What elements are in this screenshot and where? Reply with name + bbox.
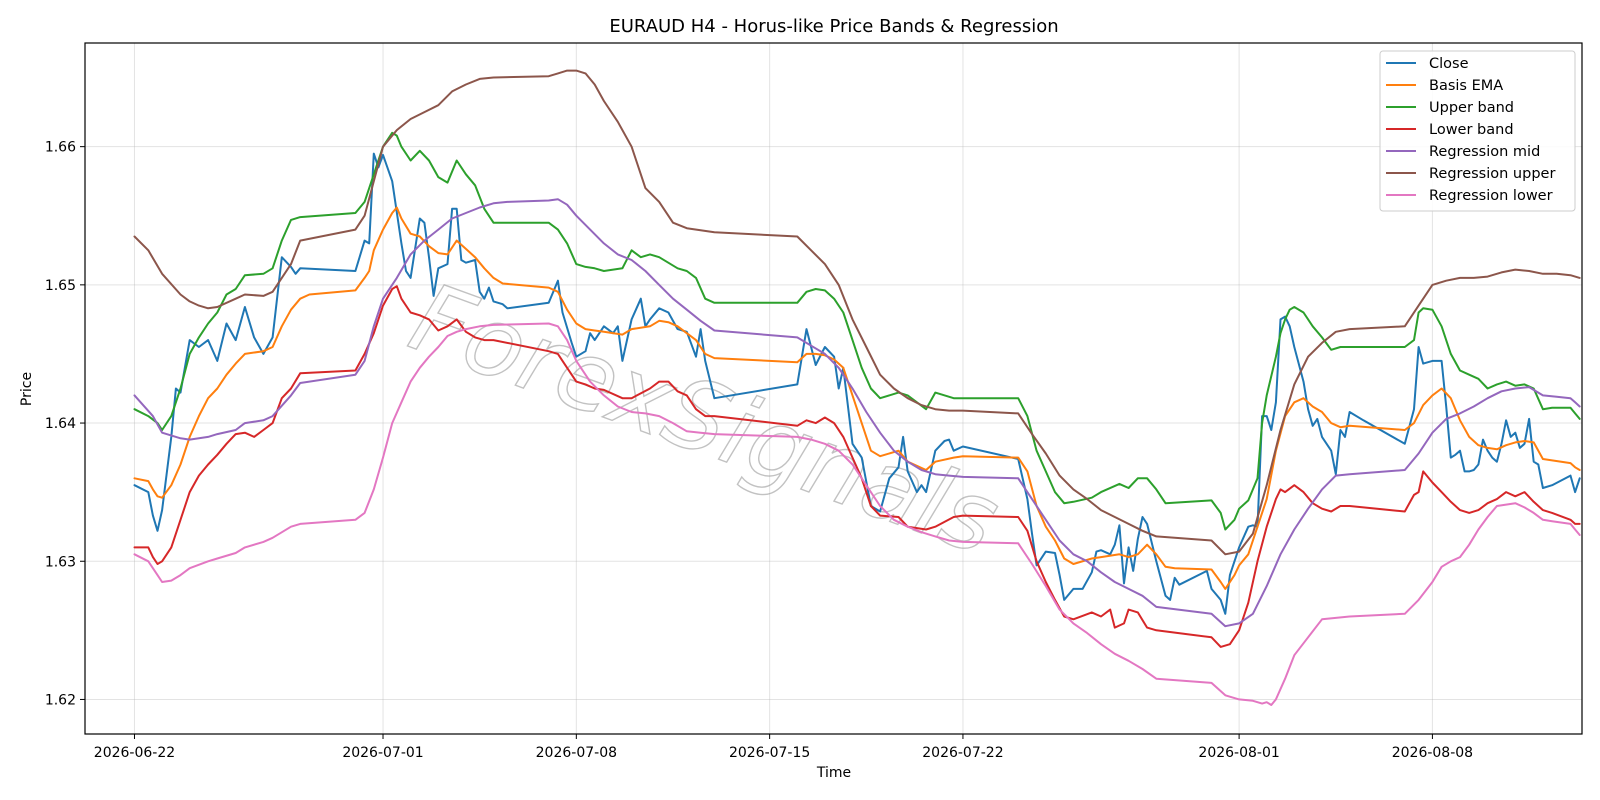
x-axis-ticks: 2026-06-22 2026-07-01 2026-07-08 2026-07-15… — [94, 734, 1473, 761]
y-tick-label: 1.64 — [45, 416, 76, 432]
x-tick-label: 2026-07-15 — [729, 745, 810, 761]
y-tick-label: 1.62 — [45, 692, 76, 708]
y-axis-ticks: 1.62 1.63 1.64 1.65 1.66 — [45, 140, 85, 708]
series-line-regression-upper — [133, 69, 1581, 556]
y-tick-label: 1.66 — [45, 140, 76, 156]
y-axis-label: Price — [19, 372, 35, 406]
x-tick-label: 2026-08-08 — [1392, 745, 1473, 761]
legend: Close Basis EMA Upper band Lower band Regres… — [1379, 50, 1576, 212]
y-tick-label: 1.65 — [45, 278, 76, 294]
series-line-regression-mid — [133, 198, 1581, 628]
chart-title: EURAUD H4 - Horus-like Price Bands & Reg… — [609, 16, 1058, 37]
x-axis-label: Time — [816, 765, 851, 781]
x-tick-label: 2026-07-22 — [922, 745, 1003, 761]
legend-label-upper-band: Upper band — [1429, 100, 1514, 116]
legend-label-lower-band: Lower band — [1429, 122, 1514, 138]
legend-box — [1379, 50, 1576, 212]
x-tick-label: 2026-07-08 — [536, 745, 617, 761]
legend-label-regression-upper: Regression upper — [1429, 166, 1555, 182]
x-tick-label: 2026-06-22 — [94, 745, 175, 761]
legend-label-close: Close — [1429, 56, 1469, 72]
plot-area-frame — [84, 42, 1583, 735]
y-tick-label: 1.63 — [45, 554, 76, 570]
legend-label-regression-lower: Regression lower — [1429, 188, 1553, 204]
legend-label-regression-mid: Regression mid — [1429, 144, 1540, 160]
series-lines — [133, 69, 1581, 706]
legend-label-basis-ema: Basis EMA — [1429, 78, 1503, 94]
series-line-basis-ema — [133, 206, 1581, 590]
series-line-regression-lower — [133, 322, 1581, 706]
x-tick-label: 2026-08-01 — [1198, 745, 1279, 761]
x-tick-label: 2026-07-01 — [342, 745, 423, 761]
series-line-lower-band — [133, 285, 1581, 648]
